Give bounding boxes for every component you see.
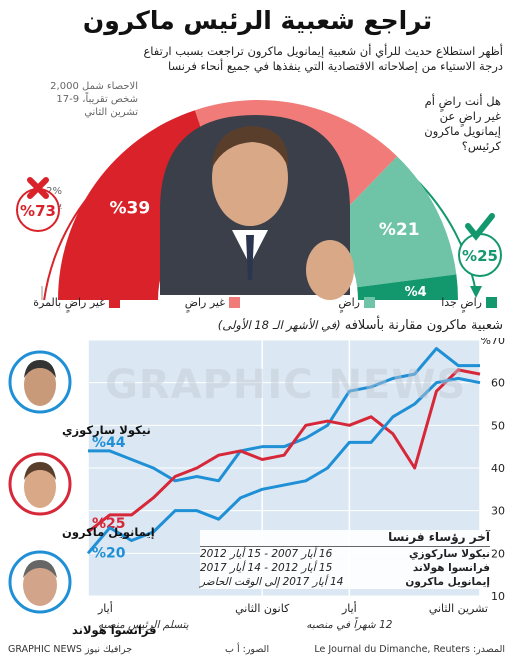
legend-very-satisfied: راضٍ جدا [441,296,497,309]
hair-shape [212,126,289,168]
page-title: تراجع شعبية الرئيس ماكرون [82,6,433,35]
series-end-label-macron: %25 [92,516,126,532]
leader-dates: 16 أيار 2007 - 15 أيار 2012 [200,548,333,560]
x-tick-sublabel: 12 شهراً في منصبه [306,617,393,631]
legend-label: راضٍ [338,296,360,309]
series-end-label-hollande: %20 [92,545,126,561]
macron-name: إيمانويل ماكرون [62,525,155,540]
x-tick-label: أيار [97,601,113,615]
sarkozy-face [24,364,56,406]
x-tick-label: تشرين الثاني [429,602,488,615]
series-end-label-sarkozy: %44 [92,435,126,451]
legend-very-dissatisfied: غير راضٍ بالمرة [33,296,120,309]
y-tick-label: 40 [491,462,505,475]
sarkozy-hair [24,360,56,378]
legend-label: غير راضٍ بالمرة [33,296,105,309]
graphic-credit: جرافيك نيوز GRAPHIC NEWS [8,644,133,655]
subtitle: أظهر استطلاع حديث للرأي أن شعبية إيمانوي… [143,44,503,73]
legend-dissatisfied: غير راضٍ [185,296,240,309]
satisfied-arrow-icon [470,286,482,298]
linechart-title: شعبية ماكرون مقارنة بأسلافه (في الأشهر ا… [218,318,503,333]
satisfied-total: %25 [462,247,498,265]
gauge-chart: %39%34%21%4 %73 %25 [16,100,502,300]
gauge-segment-label: %4 [405,285,427,300]
leader-dates: 14 أيار 2017 إلى الوقت الحاضر [200,576,344,588]
tie-shape [246,235,254,280]
legend-swatch [364,297,375,308]
leaders-box: آخر رؤساء فرنسا نيكولا ساركوزي 16 أيار 20… [200,530,490,589]
legend-swatch [486,297,497,308]
survey-question: هل أنت راضٍ أم غير راضٍ عن إيمانويل ماكر… [424,94,501,153]
dont-know-pointer [41,286,43,300]
leader-name: فرانسوا هولاند [412,562,490,574]
leader-dates: 15 أيار 2012 - 14 أيار 2017 [200,562,333,574]
x-icon [27,177,49,199]
legend-label: غير راضٍ [184,296,225,309]
hollande-name: فرانسوا هولاند [72,623,157,638]
dissatisfied-total: %73 [20,202,56,220]
leader-row: نيكولا ساركوزي 16 أيار 2007 - 15 أيار 201… [200,547,490,561]
check-icon [465,213,495,241]
gauge-legend: راضٍ جدا راضٍ غير راضٍ غير راضٍ بالمرة [0,294,515,314]
legend-satisfied: راضٍ [338,296,375,309]
linechart-subtitle: (في الأشهر الـ 18 الأولى) [217,318,341,332]
gauge-segment-label: %39 [110,199,151,219]
y-tick-label: 30 [491,505,505,518]
legend-swatch [109,297,120,308]
footer: المصدر: Le Journal du Dimanche, Reuters … [0,644,515,658]
macron-hair [24,462,56,480]
macron-face [24,466,56,508]
y-tick-label: 20 [491,547,505,560]
watermark: GRAPHIC NEWS [105,362,467,408]
y-tick-label: 50 [491,419,505,432]
gauge-segment-label: %21 [379,220,420,240]
series-line-sarkozy [88,347,480,483]
sarkozy-name: نيكولا ساركوزي [62,423,151,438]
photos-credit: الصور: أ ب [225,644,270,655]
leader-row: إيمانويل ماكرون 14 أيار 2017 إلى الوقت ال… [200,575,490,589]
x-tick-label: كانون الثاني [235,602,290,615]
hollande-hair [23,560,57,578]
y-tick-label: %70 [481,338,505,347]
gauge-segment-satisfied [327,156,457,288]
fist-shape [306,240,354,300]
gauge-segment-very-satisfied [357,274,458,300]
y-tick-label: 60 [491,377,505,390]
x-tick-sublabel: يتسلم الرئيس منصبه [98,619,189,631]
leader-row: فرانسوا هولاند 15 أيار 2012 - 14 أيار 201… [200,561,490,575]
legend-label: راضٍ جدا [441,296,482,309]
legend-swatch [229,297,240,308]
series-line-hollande [86,376,481,555]
hollande-face [23,564,57,606]
face-shape [212,130,288,226]
x-tick-label: أيار [341,601,357,615]
source-text: المصدر: Le Journal du Dimanche, Reuters [314,644,505,655]
series-line-macron [87,368,481,534]
leaders-title: آخر رؤساء فرنسا [200,530,490,547]
leader-name: نيكولا ساركوزي [408,548,490,560]
linechart-title-text: شعبية ماكرون مقارنة بأسلافه [344,318,503,333]
survey-note: الاحصاء شمل 2,000 شخص تقريباً، 9-17 تشري… [50,81,138,118]
y-tick-label: 10 [491,590,505,603]
leader-name: إيمانويل ماكرون [405,576,490,588]
